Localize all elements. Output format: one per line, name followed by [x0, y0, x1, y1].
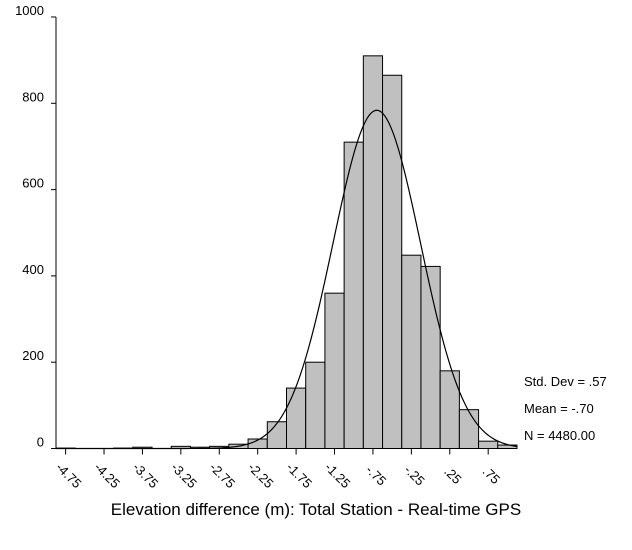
x-tick-label: -4.25 [91, 460, 123, 492]
x-tick-label: -.75 [363, 462, 389, 488]
x-tick-label: .75 [480, 464, 503, 487]
y-tick-label: 0 [37, 435, 44, 450]
x-tick-label: -3.25 [168, 460, 200, 492]
x-tick-label: -1.75 [284, 460, 316, 492]
y-tick-label: 800 [22, 89, 44, 104]
y-tick-label: 200 [22, 348, 44, 363]
histogram-bars [55, 55, 518, 450]
histogram-bar [478, 440, 499, 449]
histogram-bar [458, 409, 480, 450]
y-tick-label: 600 [22, 176, 44, 191]
histogram-bar [343, 141, 364, 449]
x-tick-label: -1.25 [322, 460, 354, 492]
histogram-bar [324, 292, 345, 449]
x-axis-title: Elevation difference (m): Total Station … [110, 500, 522, 519]
histogram-bar [362, 55, 384, 450]
x-tick-label: -2.75 [207, 460, 239, 492]
x-tick-label: -.25 [401, 462, 427, 488]
histogram-bar [266, 421, 287, 450]
histogram-bar [305, 361, 326, 450]
std-dev-label: Std. Dev = .57 [524, 374, 607, 389]
histogram-bar [286, 387, 307, 449]
x-tick-label: .25 [441, 464, 464, 487]
histogram-bar [401, 254, 422, 449]
y-axis-ticks: 0 200 400 600 800 1000 [15, 3, 56, 450]
x-tick-label: -2.25 [245, 460, 277, 492]
axes [55, 17, 517, 449]
x-axis-ticks: -4.75 -4.25 -3.75 -3.25 -2.75 -2.25 -1.75 -1.25… [53, 448, 503, 492]
y-tick-label: 400 [22, 262, 44, 277]
n-label: N = 4480.00 [524, 428, 595, 443]
y-tick-label: 1000 [15, 3, 44, 18]
histogram-bar [420, 265, 441, 450]
x-tick-label: -3.75 [130, 460, 162, 492]
mean-label: Mean = -.70 [524, 401, 594, 416]
x-tick-label: -4.75 [53, 460, 85, 492]
